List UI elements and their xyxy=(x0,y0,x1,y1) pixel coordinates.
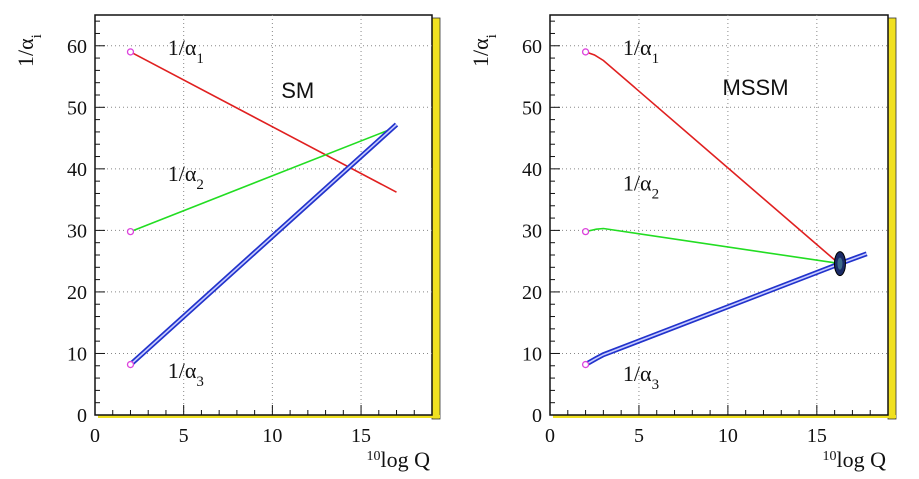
plot-frame xyxy=(94,14,433,416)
y-tick-label: 50 xyxy=(67,97,87,119)
y-tick-label: 60 xyxy=(522,36,542,58)
series-label-alpha2: 1/α2 xyxy=(168,161,204,193)
x-tick-label: 0 xyxy=(90,425,100,447)
y-tick-label: 0 xyxy=(77,405,87,427)
start-marker xyxy=(581,48,590,56)
series-line-alpha3-inner xyxy=(585,253,867,366)
frame-shadow-bottom xyxy=(98,415,440,418)
series-line-alpha2 xyxy=(585,227,841,265)
x-tick-label: 10 xyxy=(262,425,282,447)
y-axis-label: 1/αi xyxy=(13,34,45,67)
frame-shadow-right xyxy=(431,17,441,420)
start-marker xyxy=(581,227,590,236)
series-label-alpha1: 1/α1 xyxy=(168,35,204,67)
y-tick-label: 60 xyxy=(67,36,87,58)
y-tick-label: 30 xyxy=(67,220,87,242)
series-label-alpha3: 1/α3 xyxy=(168,358,204,390)
y-tick-label: 20 xyxy=(67,282,87,304)
start-marker xyxy=(126,360,135,369)
chart-title: MSSM xyxy=(723,75,789,100)
series-label-alpha2: 1/α2 xyxy=(623,170,659,202)
x-tick-label: 5 xyxy=(634,425,644,447)
chart-title: SM xyxy=(281,78,314,103)
series-line-alpha1 xyxy=(130,51,397,193)
series-line-alpha3-inner xyxy=(129,123,398,366)
start-marker xyxy=(581,360,590,369)
start-marker xyxy=(126,227,135,236)
y-tick-label: 30 xyxy=(522,220,542,242)
series-label-alpha1: 1/α1 xyxy=(623,35,659,67)
y-tick-label: 50 xyxy=(522,97,542,119)
x-tick-label: 5 xyxy=(179,425,189,447)
start-marker xyxy=(126,48,135,56)
x-tick-label: 0 xyxy=(545,425,555,447)
y-tick-label: 10 xyxy=(67,343,87,365)
frame-shadow-right xyxy=(887,17,897,420)
y-tick-label: 40 xyxy=(67,159,87,181)
y-tick-label: 10 xyxy=(522,343,542,365)
x-axis-label: 10log Q xyxy=(367,447,431,472)
panel-sm: 0 10 20 30 40 50 60 0 5 10 15 1/αi 10log Q 1/α1 1/α2 1/… xyxy=(13,14,441,472)
unification-ellipse-inner xyxy=(837,257,843,270)
gridlines xyxy=(95,15,432,415)
x-tick-label: 10 xyxy=(718,425,738,447)
plot-frame xyxy=(549,14,889,416)
panel-mssm: 0 10 20 30 40 50 60 0 5 10 15 1/αi 10log Q 1/α1 1/α2 1/… xyxy=(468,14,897,472)
y-axis-label: 1/αi xyxy=(468,34,500,67)
frame-shadow-bottom xyxy=(553,415,896,418)
y-tick-label: 0 xyxy=(532,405,542,427)
series-line-alpha2 xyxy=(130,126,397,233)
y-tick-label: 40 xyxy=(522,159,542,181)
x-axis-label: 10log Q xyxy=(823,447,887,472)
y-tick-label: 20 xyxy=(522,282,542,304)
x-tick-label: 15 xyxy=(807,425,827,447)
series-label-alpha3: 1/α3 xyxy=(623,361,659,393)
x-tick-label: 15 xyxy=(351,425,371,447)
